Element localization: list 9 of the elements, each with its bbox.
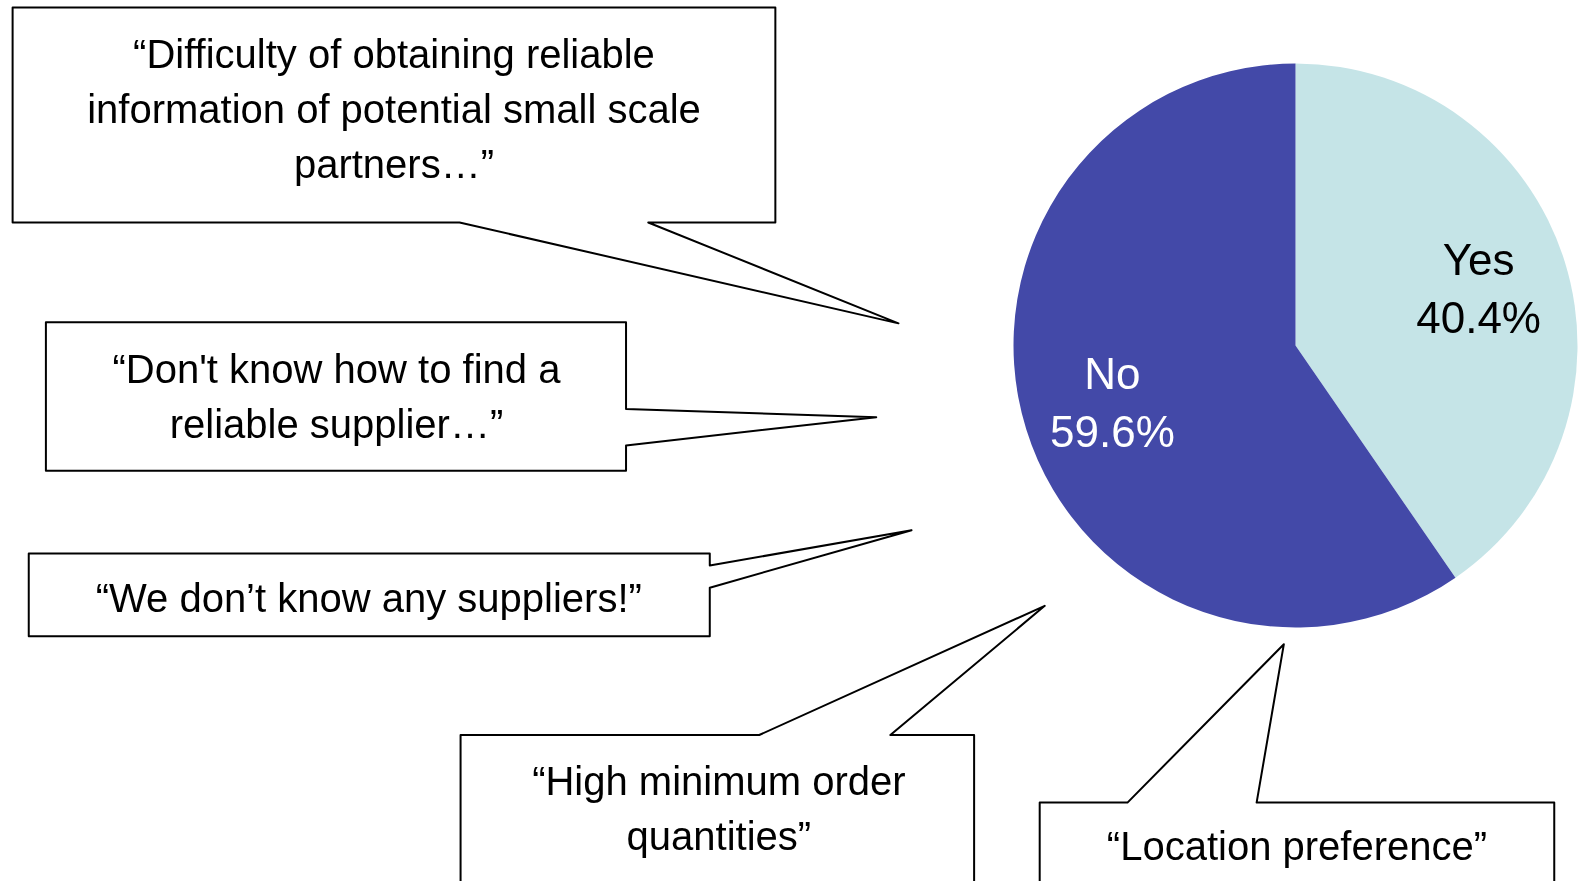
slice-label: No [1084, 348, 1141, 398]
data-label: 59.6% [1050, 407, 1175, 457]
text: “Location preference” [1106, 823, 1488, 868]
slice-label: Yes [1442, 234, 1515, 284]
text: “Difficulty of obtaining reliable information of potential small scale partners…” [87, 32, 701, 187]
data-label: 40.4% [1416, 293, 1541, 343]
text: “High minimum order quantities” [532, 759, 906, 859]
text: “Don't know how to find a reliable supplier…” [112, 346, 562, 446]
text: “We don’t know any suppliers!” [95, 575, 642, 620]
